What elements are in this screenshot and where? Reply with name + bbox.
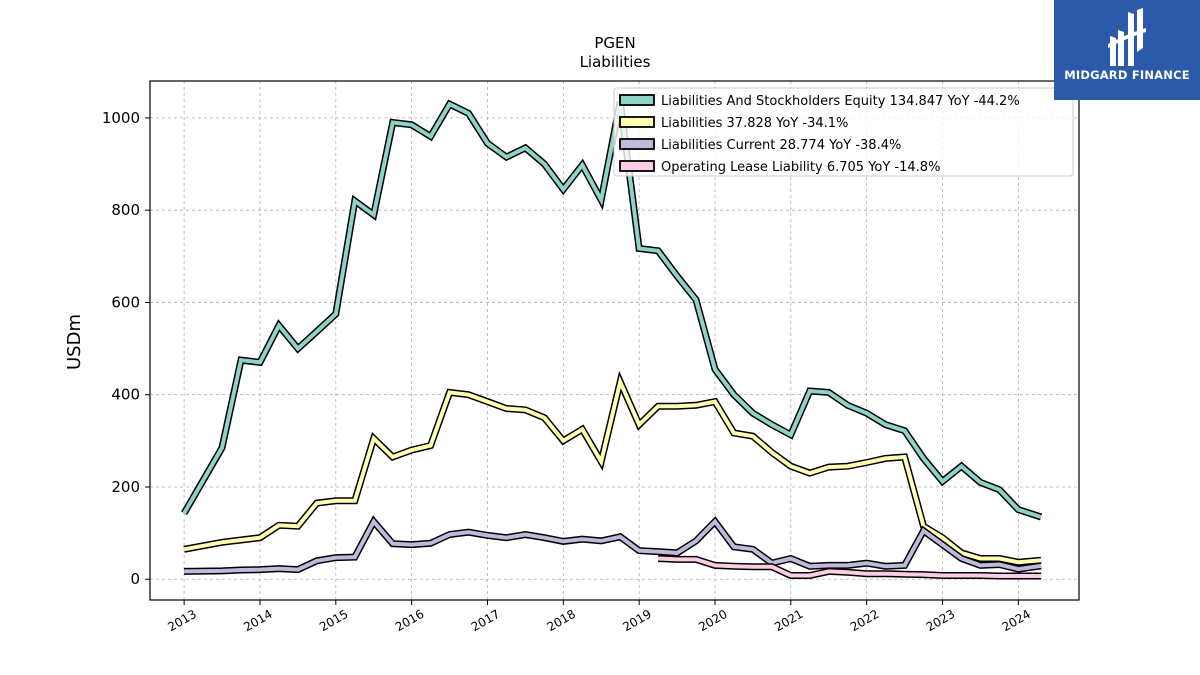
series-line-3 bbox=[658, 556, 1042, 578]
series-line-1 bbox=[183, 375, 1042, 565]
legend-swatch bbox=[619, 116, 655, 128]
x-tick-label: 2018 bbox=[545, 607, 578, 634]
brand-name: MIDGARD FINANCE bbox=[1064, 68, 1190, 82]
x-tick-label: 2023 bbox=[924, 607, 957, 634]
chart-subtitle: Liabilities bbox=[580, 53, 651, 71]
legend-swatch bbox=[619, 94, 655, 106]
x-tick-label: 2021 bbox=[772, 607, 805, 634]
legend-label: Liabilities 37.828 YoY -34.1% bbox=[661, 116, 848, 131]
y-tick-label: 400 bbox=[111, 386, 140, 404]
x-tick-label: 2019 bbox=[620, 607, 653, 634]
legend-swatch bbox=[619, 160, 655, 172]
plot-frame bbox=[149, 80, 1080, 601]
legend-label: Liabilities And Stockholders Equity 134.… bbox=[661, 94, 1020, 109]
brand-mark-icon bbox=[1108, 8, 1146, 66]
chart-title: PGEN bbox=[594, 34, 635, 52]
x-tick-label: 2024 bbox=[1000, 607, 1033, 634]
legend-label: Operating Lease Liability 6.705 YoY -14.… bbox=[661, 160, 940, 175]
y-tick-label: 1000 bbox=[102, 109, 140, 127]
x-tick-label: 2020 bbox=[696, 607, 729, 634]
x-tick-label: 2013 bbox=[165, 607, 198, 634]
legend-label: Liabilities Current 28.774 YoY -38.4% bbox=[661, 138, 901, 153]
x-tick-label: 2014 bbox=[241, 607, 274, 634]
y-tick-label: 600 bbox=[111, 293, 140, 311]
y-axis-label: USDm bbox=[64, 314, 85, 370]
x-tick-label: 2015 bbox=[317, 607, 350, 634]
y-tick-label: 800 bbox=[111, 201, 140, 219]
x-tick-label: 2016 bbox=[393, 607, 426, 634]
series-line-2 bbox=[184, 518, 1042, 574]
legend-swatch bbox=[619, 138, 655, 150]
y-tick-label: 200 bbox=[111, 478, 140, 496]
x-tick-label: 2017 bbox=[469, 607, 502, 634]
legend: Liabilities And Stockholders Equity 134.… bbox=[613, 87, 1074, 177]
x-tick-label: 2022 bbox=[848, 607, 881, 634]
y-tick-label: 0 bbox=[130, 570, 140, 588]
legend-frame bbox=[613, 87, 1074, 177]
brand-logo: MIDGARD FINANCE bbox=[1054, 0, 1200, 100]
